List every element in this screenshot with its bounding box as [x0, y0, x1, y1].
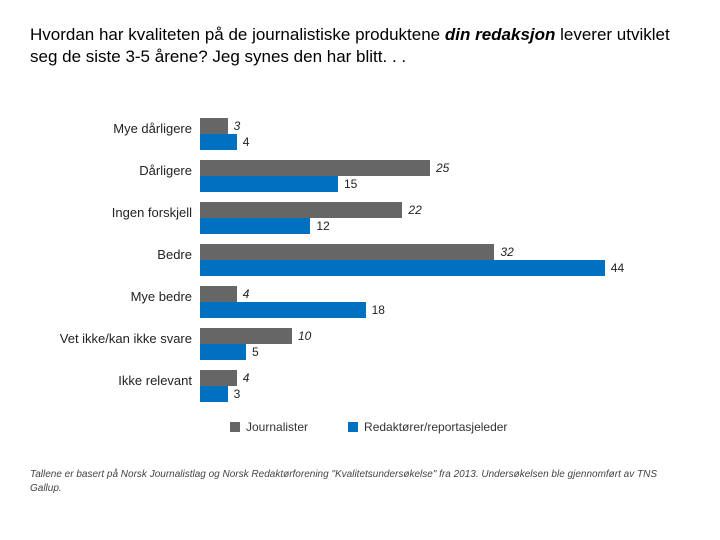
chart-title: Hvordan har kvaliteten på de journalisti…: [30, 24, 690, 68]
bar-wrap: 4: [200, 370, 670, 386]
bar: [200, 244, 494, 260]
title-text-1: Hvordan har kvaliteten på de journalisti…: [30, 25, 445, 44]
legend-swatch-1: [230, 422, 240, 432]
bar-value-label: 12: [316, 219, 329, 233]
bar-value-label: 32: [500, 245, 513, 259]
bar: [200, 328, 292, 344]
chart-row: Bedre 32 44: [35, 244, 670, 276]
bar: [200, 260, 605, 276]
bar: [200, 286, 237, 302]
legend-label-2: Redaktører/reportasjeleder: [364, 420, 507, 434]
bar-group: 32 44: [200, 244, 670, 276]
bar-value-label: 10: [298, 329, 311, 343]
bar-value-label: 25: [436, 161, 449, 175]
chart-row: Mye bedre 4 18: [35, 286, 670, 318]
bar-wrap: 22: [200, 202, 670, 218]
legend-item-journalister: Journalister: [230, 420, 308, 434]
bar: [200, 344, 246, 360]
category-label: Ingen forskjell: [35, 202, 200, 221]
bar-value-label: 4: [243, 371, 250, 385]
bar-value-label: 22: [408, 203, 421, 217]
bar-wrap: 5: [200, 344, 670, 360]
category-label: Mye bedre: [35, 286, 200, 305]
bar-group: 25 15: [200, 160, 670, 192]
category-label: Dårligere: [35, 160, 200, 179]
bar-value-label: 4: [243, 287, 250, 301]
bar: [200, 370, 237, 386]
category-label: Mye dårligere: [35, 118, 200, 137]
bar-chart: Mye dårligere34Dårligere2515Ingen forskj…: [35, 118, 670, 402]
chart-row: Vet ikke/kan ikke svare 10 5: [35, 328, 670, 360]
chart-row: Dårligere 25 15: [35, 160, 670, 192]
bar-wrap: 3: [200, 386, 670, 402]
bar-group: 34: [200, 118, 670, 150]
page: Hvordan har kvaliteten på de journalisti…: [0, 0, 720, 495]
bar-wrap: 12: [200, 218, 670, 234]
bar-value-label: 15: [344, 177, 357, 191]
legend-label-1: Journalister: [246, 420, 308, 434]
bar: [200, 176, 338, 192]
bar: [200, 202, 402, 218]
bar-wrap: 15: [200, 176, 670, 192]
bar-value-label: 5: [252, 345, 259, 359]
bar-wrap: 25: [200, 160, 670, 176]
bar-wrap: 18: [200, 302, 670, 318]
footnote: Tallene er basert på Norsk Journalistlag…: [30, 468, 690, 495]
bar-wrap: 44: [200, 260, 670, 276]
legend-item-redaktorer: Redaktører/reportasjeleder: [348, 420, 507, 434]
bar-wrap: 32: [200, 244, 670, 260]
legend: Journalister Redaktører/reportasjeleder: [230, 420, 690, 434]
bar: [200, 218, 310, 234]
bar-wrap: 4: [200, 286, 670, 302]
bar: [200, 134, 237, 150]
bar-group: 22 12: [200, 202, 670, 234]
bar: [200, 160, 430, 176]
bar-value-label: 3: [234, 387, 241, 401]
chart-row: Ingen forskjell 22 12: [35, 202, 670, 234]
category-label: Bedre: [35, 244, 200, 263]
bar-value-label: 44: [611, 261, 624, 275]
bar-group: 43: [200, 370, 670, 402]
category-label: Vet ikke/kan ikke svare: [35, 328, 200, 347]
chart-row: Mye dårligere34: [35, 118, 670, 150]
category-label: Ikke relevant: [35, 370, 200, 389]
bar: [200, 302, 366, 318]
bar-value-label: 4: [243, 135, 250, 149]
bar-wrap: 10: [200, 328, 670, 344]
bar-value-label: 3: [234, 119, 241, 133]
bar-group: 4 18: [200, 286, 670, 318]
bar-group: 10 5: [200, 328, 670, 360]
bar-value-label: 18: [372, 303, 385, 317]
chart-row: Ikke relevant43: [35, 370, 670, 402]
bar: [200, 118, 228, 134]
bar-wrap: 3: [200, 118, 670, 134]
bar-wrap: 4: [200, 134, 670, 150]
title-emphasis: din redaksjon: [445, 25, 556, 44]
bar: [200, 386, 228, 402]
legend-swatch-2: [348, 422, 358, 432]
